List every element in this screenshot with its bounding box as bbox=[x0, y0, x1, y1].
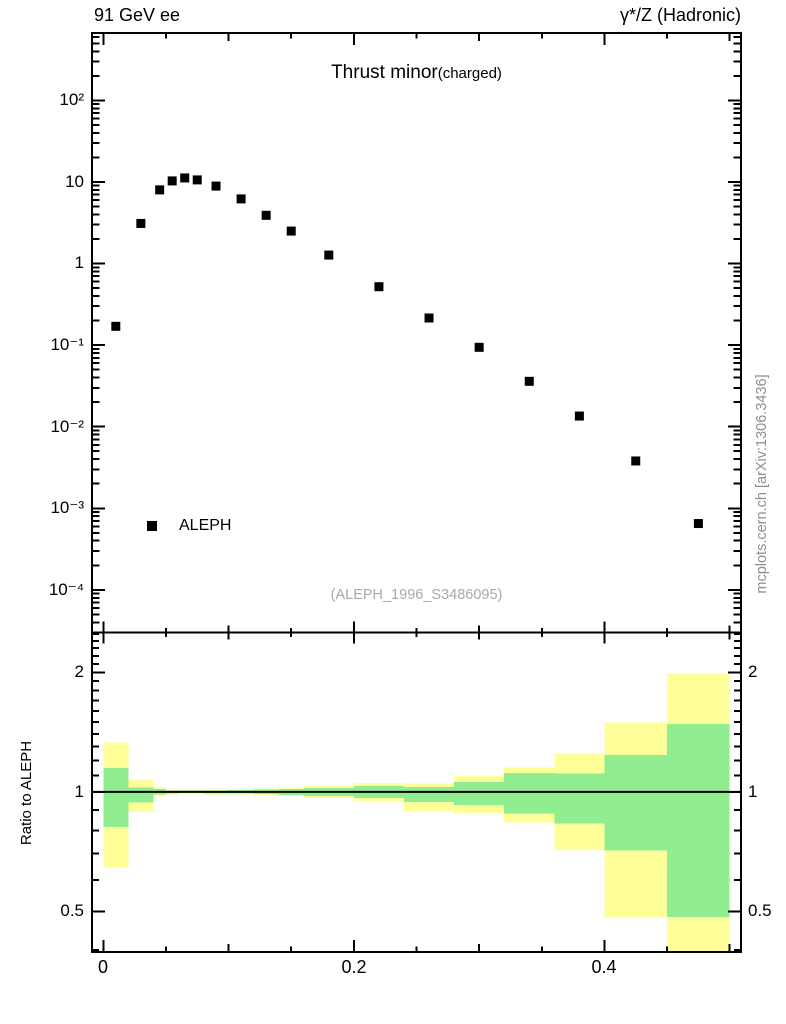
mcplots-arxiv-note: mcplots.cern.ch [arXiv:1306.3436] bbox=[754, 374, 770, 594]
plot-title-main: Thrust minor bbox=[331, 62, 438, 83]
ytick-label-10: 10 bbox=[65, 172, 84, 191]
ytick-label-1e2: 10² bbox=[59, 90, 84, 109]
legend-marker-square-icon bbox=[147, 521, 157, 531]
ytick-label-1: 1 bbox=[74, 253, 84, 272]
header-beam-energy: 91 GeV ee bbox=[94, 5, 181, 25]
ytick-label-1e-2: 10⁻² bbox=[50, 417, 84, 436]
xtick-label-0p2: 0.2 bbox=[341, 957, 367, 977]
ytick-label-1e-3: 10⁻³ bbox=[50, 498, 84, 517]
ratio-tick-label-0p5-left: 0.5 bbox=[60, 901, 84, 920]
ratio-tick-label-2-right: 2 bbox=[748, 662, 758, 681]
ytick-label-1e-4: 10⁻⁴ bbox=[48, 580, 84, 599]
ratio-tick-label-1-left: 1 bbox=[74, 782, 84, 801]
plot-title: Thrust minor(charged) bbox=[92, 62, 741, 84]
ytick-label-1e-1: 10⁻¹ bbox=[50, 335, 84, 354]
ratio-tick-label-0p5-right: 0.5 bbox=[748, 901, 772, 920]
xtick-label-0p4: 0.4 bbox=[591, 957, 617, 977]
analysis-watermark: (ALEPH_1996_S3486095) bbox=[330, 587, 503, 603]
ratio-axis-title: Ratio to ALEPH bbox=[18, 740, 35, 846]
ratio-tick-label-1-right: 1 bbox=[748, 782, 758, 801]
legend-label-aleph: ALEPH bbox=[179, 517, 232, 534]
xtick-label-0: 0 bbox=[97, 957, 108, 977]
header-process: γ*/Z (Hadronic) bbox=[619, 5, 741, 25]
ratio-tick-label-2-left: 2 bbox=[74, 662, 84, 681]
plot-title-qualifier: (charged) bbox=[437, 65, 502, 82]
